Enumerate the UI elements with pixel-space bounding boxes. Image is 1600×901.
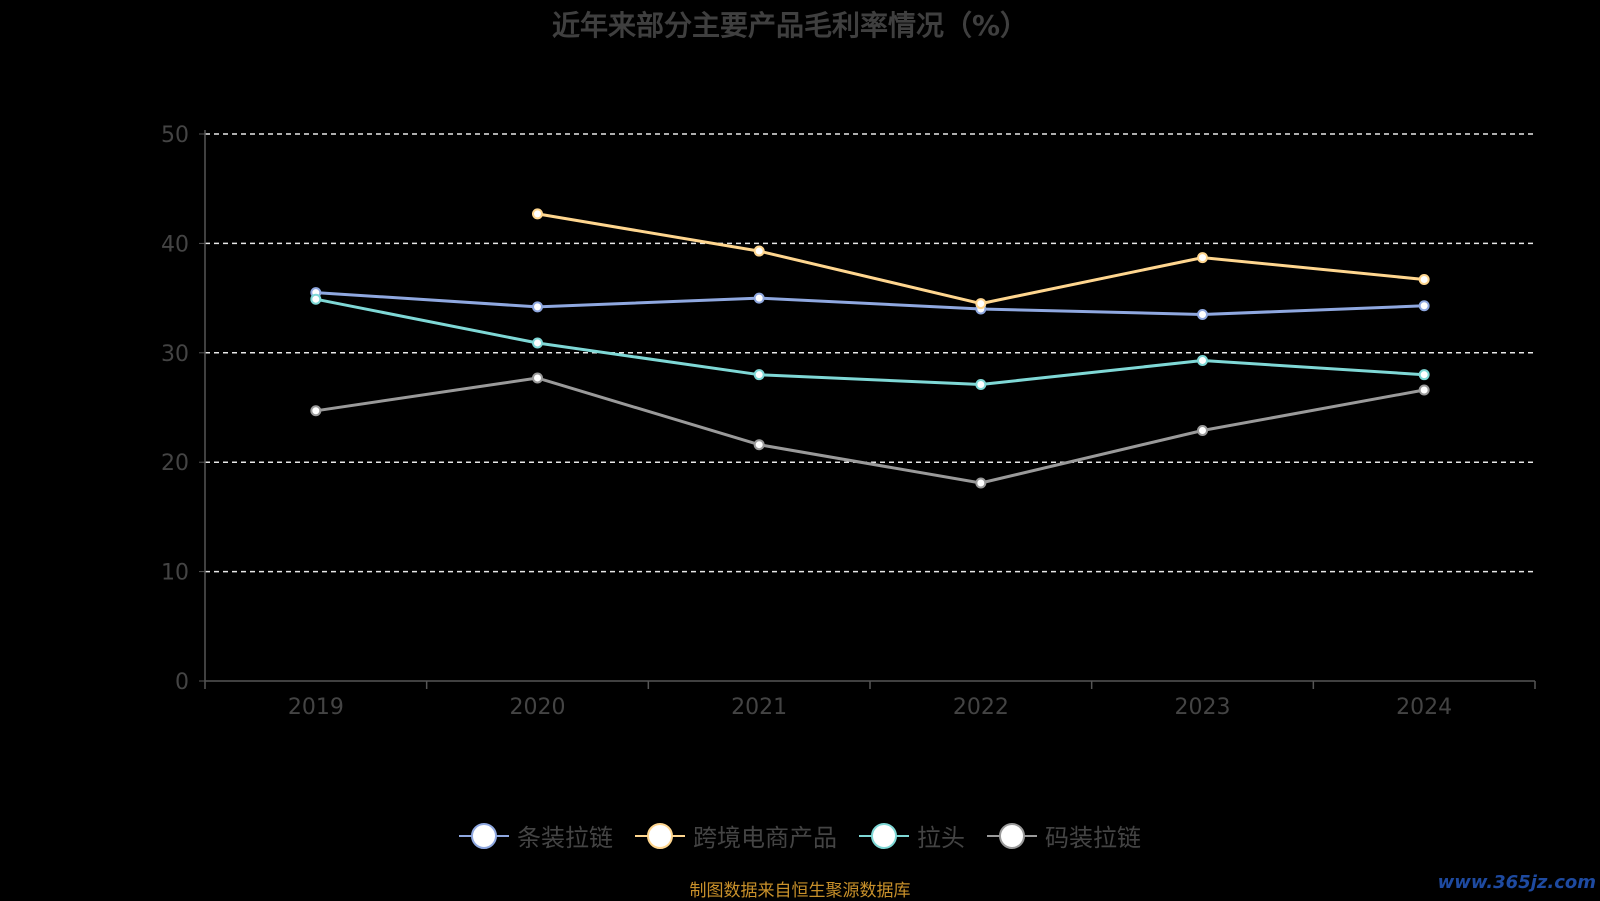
data-point	[1197, 309, 1208, 321]
legend-marker	[647, 822, 673, 849]
data-point	[1418, 300, 1430, 312]
series-2	[310, 293, 1430, 391]
series-3	[310, 372, 1430, 489]
legend-swatch	[859, 821, 909, 851]
x-tick-label: 2020	[510, 695, 566, 720]
y-tick-label: 20	[161, 451, 189, 476]
x-tick-label: 2023	[1175, 695, 1231, 720]
legend-swatch	[459, 821, 509, 851]
data-point	[1197, 354, 1208, 366]
series-0	[310, 287, 1430, 321]
data-point	[532, 301, 543, 313]
y-tick-label: 50	[161, 123, 189, 148]
legend-swatch	[635, 821, 685, 851]
source-note: 制图数据来自恒生聚源数据库	[689, 881, 911, 901]
series-line	[537, 212, 1425, 306]
data-point	[1418, 384, 1430, 396]
legend-label: 条装拉链	[517, 824, 613, 852]
legend-label: 拉头	[917, 824, 965, 852]
y-tick-label: 0	[175, 670, 189, 695]
legend-label: 跨境电商产品	[693, 824, 837, 852]
legend-swatch	[987, 821, 1037, 851]
legend-item[interactable]: 条装拉链	[459, 818, 613, 853]
x-tick-label: 2022	[953, 695, 1009, 720]
grid-layer	[205, 133, 1535, 573]
data-point	[753, 439, 765, 451]
legend-label: 码装拉链	[1045, 824, 1141, 852]
data-point	[975, 379, 987, 391]
series-line	[315, 376, 1425, 485]
data-point	[310, 293, 322, 305]
series-line	[315, 297, 1425, 386]
y-tick-label: 30	[161, 342, 189, 367]
legend-marker	[471, 822, 497, 849]
series-1	[532, 208, 1430, 310]
data-point	[753, 245, 765, 257]
axis-layer: 0 10 20 30 40 50 2019 2020 2021 2022 2023 2024	[161, 123, 1536, 720]
data-point	[1418, 369, 1430, 381]
watermark: www.365jz.com	[1437, 872, 1596, 893]
legend-item[interactable]: 码装拉链	[987, 818, 1141, 853]
y-tick-label: 10	[161, 561, 189, 586]
legend: 条装拉链 跨境电商产品 拉头 码装拉链	[0, 818, 1600, 853]
legend-marker	[871, 822, 897, 849]
data-point	[753, 369, 765, 381]
data-point	[975, 298, 987, 310]
x-tick-label: 2019	[288, 695, 344, 720]
data-point	[1418, 274, 1430, 286]
legend-item[interactable]: 拉头	[859, 818, 965, 853]
series-layer	[310, 208, 1430, 489]
data-point	[532, 208, 543, 220]
x-tick-label: 2021	[731, 695, 787, 720]
data-point	[753, 292, 765, 304]
series-line	[315, 291, 1425, 316]
data-point	[310, 405, 322, 417]
legend-marker	[999, 822, 1025, 849]
chart-title: 近年来部分主要产品毛利率情况（%）	[551, 9, 1029, 42]
data-point	[532, 337, 543, 349]
data-point	[1197, 252, 1208, 264]
legend-item[interactable]: 跨境电商产品	[635, 818, 837, 853]
data-point	[975, 477, 987, 489]
y-tick-label: 40	[161, 232, 189, 257]
data-point	[1197, 424, 1208, 436]
data-point	[532, 372, 543, 384]
x-tick-label: 2024	[1396, 695, 1452, 720]
